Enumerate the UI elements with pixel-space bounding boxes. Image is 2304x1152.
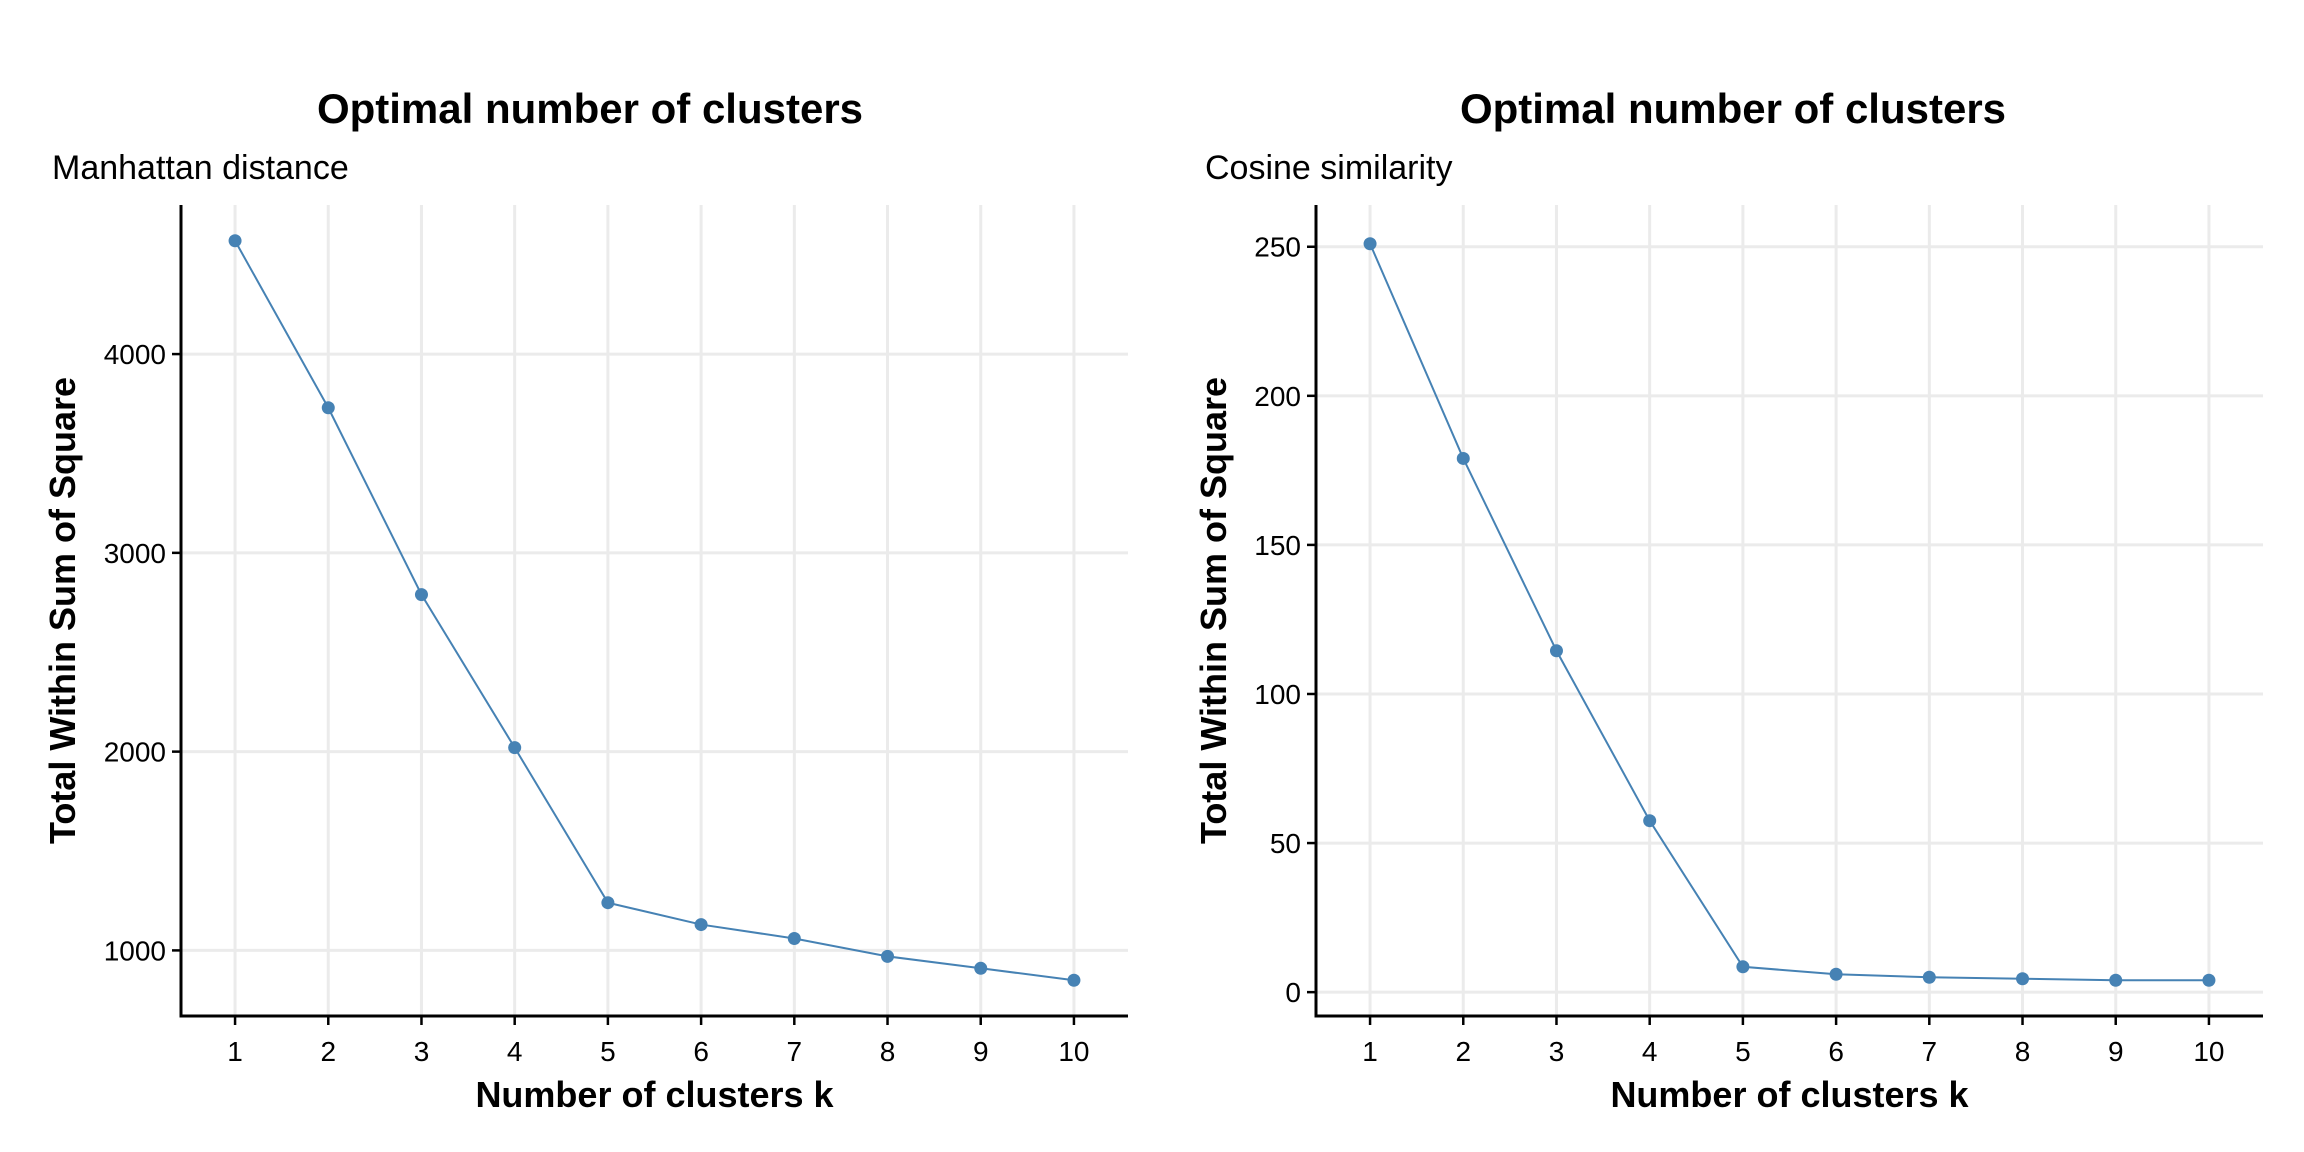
x-tick-label: 9 (973, 1036, 989, 1067)
data-point (881, 949, 895, 963)
x-tick-label: 8 (2015, 1036, 2031, 1067)
data-point (1922, 970, 1936, 984)
x-tick-label: 2 (320, 1036, 336, 1067)
x-tick-label: 4 (1642, 1036, 1658, 1067)
data-point (787, 931, 801, 945)
data-point (414, 588, 428, 602)
data-point (601, 896, 615, 910)
y-tick-label: 150 (1254, 530, 1301, 561)
data-point (1363, 237, 1377, 251)
data-point (2016, 972, 2030, 986)
y-tick-label: 200 (1254, 381, 1301, 412)
data-point (1067, 973, 1081, 987)
y-tick-label: 2000 (104, 737, 166, 768)
data-point (228, 234, 242, 248)
x-tick-label: 7 (787, 1036, 803, 1067)
x-tick-label: 1 (1362, 1036, 1378, 1067)
y-axis-label: Total Within Sum of Square (1193, 377, 1234, 844)
x-tick-label: 4 (507, 1036, 523, 1067)
x-tick-label: 10 (1058, 1036, 1089, 1067)
y-tick-label: 3000 (104, 538, 166, 569)
data-point (2109, 973, 2123, 987)
data-point (1456, 451, 1470, 465)
x-tick-label: 6 (693, 1036, 709, 1067)
chart-panel-1: 1 2 3 4 5 6 7 8 9 10 1000 2000 3000 4000 Optimal numbe… (42, 85, 1128, 1115)
chart-subtitle: Cosine similarity (1205, 149, 1453, 187)
data-point (508, 741, 522, 755)
x-axis-label: Number of clusters k (1610, 1074, 1969, 1115)
y-tick-label: 0 (1285, 977, 1301, 1008)
y-axis-label: Total Within Sum of Square (42, 377, 83, 844)
data-point (1736, 960, 1750, 974)
chart-title: Optimal number of clusters (317, 85, 863, 132)
series-line (1369, 243, 2209, 982)
data-point (1549, 644, 1563, 658)
chart-title: Optimal number of clusters (1460, 85, 2006, 132)
x-tick-label: 3 (414, 1036, 430, 1067)
x-tick-label: 2 (1455, 1036, 1471, 1067)
data-point (2202, 973, 2216, 987)
x-tick-label: 8 (880, 1036, 896, 1067)
y-tick-label: 50 (1270, 828, 1301, 859)
data-point (974, 961, 988, 975)
x-tick-label: 5 (600, 1036, 616, 1067)
chart-subtitle: Manhattan distance (52, 149, 349, 187)
data-point (694, 918, 708, 932)
y-tick-label: 100 (1254, 679, 1301, 710)
data-point (321, 401, 335, 415)
x-tick-label: 1 (227, 1036, 243, 1067)
y-tick-label: 250 (1254, 232, 1301, 263)
x-tick-label: 5 (1735, 1036, 1751, 1067)
y-tick-label: 1000 (104, 935, 166, 966)
x-tick-label: 10 (2193, 1036, 2224, 1067)
x-tick-label: 7 (1922, 1036, 1938, 1067)
x-axis-label: Number of clusters k (475, 1074, 834, 1115)
x-tick-label: 9 (2108, 1036, 2124, 1067)
y-tick-label: 4000 (104, 339, 166, 370)
series-line (234, 240, 1075, 982)
data-point (1643, 814, 1657, 828)
x-tick-label: 3 (1549, 1036, 1565, 1067)
x-tick-label: 6 (1828, 1036, 1844, 1067)
data-point (1829, 967, 1843, 981)
